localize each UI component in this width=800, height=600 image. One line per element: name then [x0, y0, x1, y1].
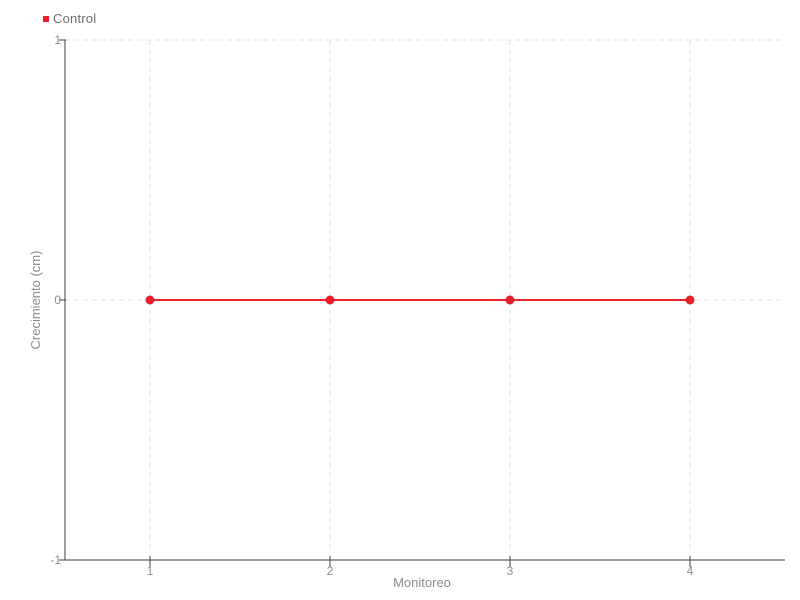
x-tick-label: 1 — [147, 564, 154, 578]
y-tick-label: -1 — [50, 553, 61, 567]
x-tick-label: 4 — [687, 564, 694, 578]
legend-label-control: Control — [53, 11, 97, 26]
x-tick-label: 2 — [327, 564, 334, 578]
data-point-control[interactable] — [145, 295, 155, 305]
legend[interactable]: Control — [43, 11, 96, 26]
legend-swatch-control — [43, 15, 49, 22]
data-point-control[interactable] — [325, 295, 335, 305]
y-tick-label: 0 — [54, 293, 61, 307]
data-point-control[interactable] — [505, 295, 515, 305]
data-point-control[interactable] — [685, 295, 695, 305]
x-tick-label: 3 — [507, 564, 514, 578]
y-axis-title: Crecimiento (cm) — [28, 251, 43, 350]
x-axis-title: Monitoreo — [393, 575, 451, 590]
y-tick-label: 1 — [54, 33, 61, 47]
